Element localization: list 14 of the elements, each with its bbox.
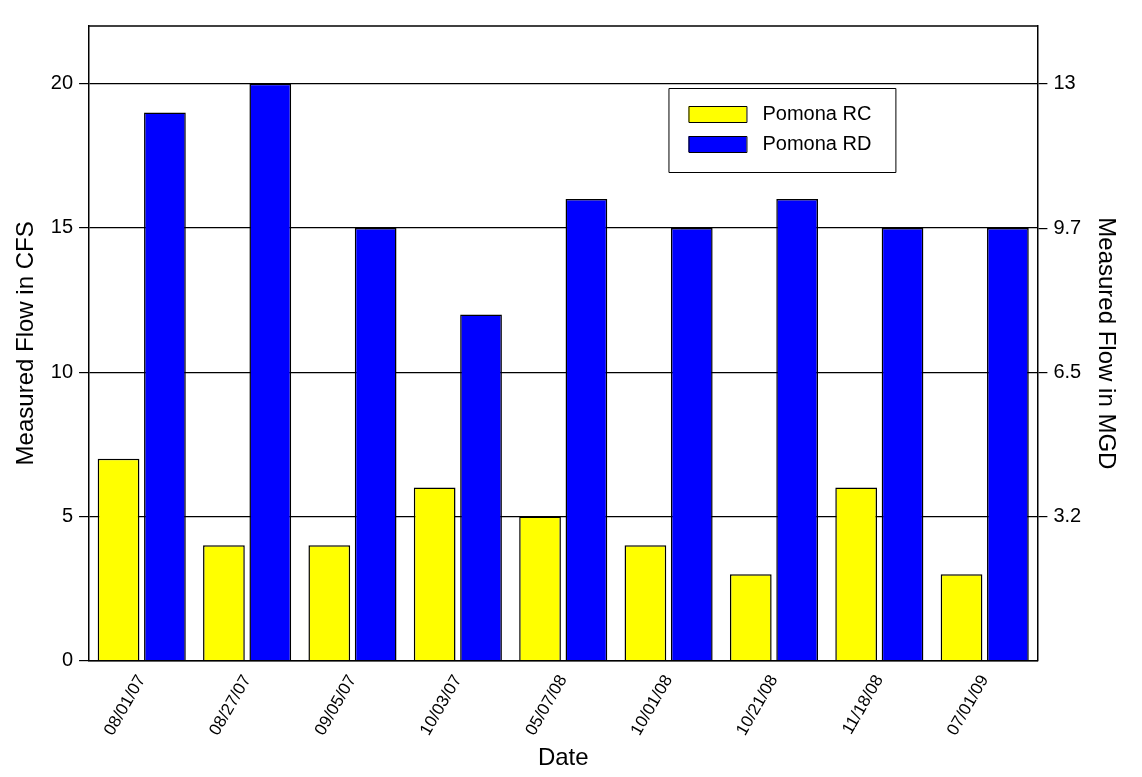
y2-tick-label: 9.7 <box>1053 215 1082 238</box>
legend-label: Pomona RC <box>762 101 872 124</box>
y-tick-label: 5 <box>61 503 74 526</box>
y-axis-title: Measured Flow in CFS <box>11 221 39 466</box>
y2-tick-label: 3.2 <box>1053 504 1082 527</box>
y-tick-label: 15 <box>50 215 74 238</box>
y-tick-label: 20 <box>50 71 74 94</box>
y-tick-label: 0 <box>61 648 74 671</box>
y2-tick-label: 6.5 <box>1053 359 1082 382</box>
legend-label: Pomona RD <box>762 131 872 154</box>
y2-tick-label: 13 <box>1053 71 1076 94</box>
y-tick-label: 10 <box>50 359 74 382</box>
x-axis-title: Date <box>537 743 589 771</box>
y2-axis-title: Measured Flow in MGD <box>1093 217 1121 470</box>
